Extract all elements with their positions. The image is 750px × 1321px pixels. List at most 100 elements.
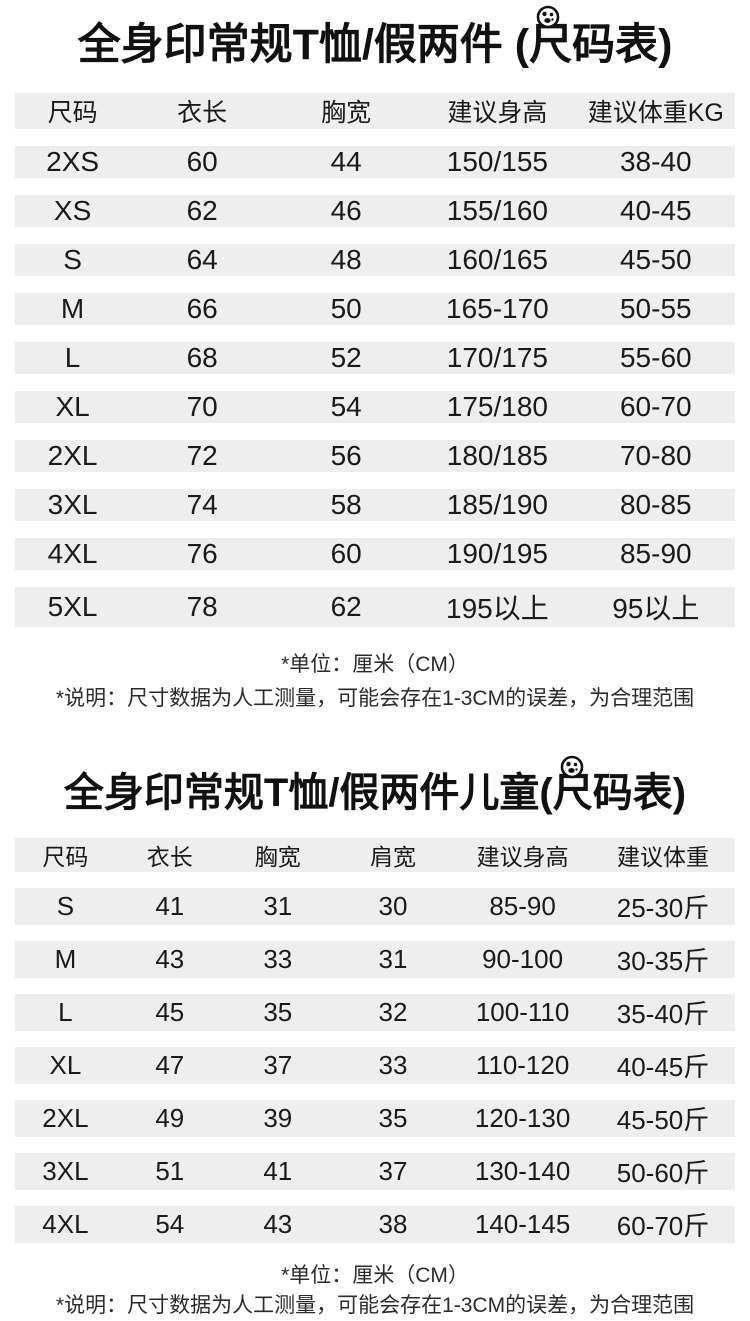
cell: 45-50斤 <box>590 1100 735 1137</box>
cell: 80-85 <box>576 489 735 521</box>
adult-unit-note: *单位：厘米（CM） <box>281 653 469 676</box>
cell: 85-90 <box>576 538 735 570</box>
cell: 3XL <box>15 489 131 521</box>
table-row: M 43 33 31 90-100 30-35斤 <box>15 941 735 978</box>
cell: 46 <box>274 195 419 227</box>
adult-title-post: 码表) <box>572 21 673 69</box>
cell: 160/165 <box>418 244 577 276</box>
cell: 40-45 <box>576 195 735 227</box>
cell: 190/195 <box>418 538 577 570</box>
cell: 70 <box>130 391 275 423</box>
cell: 70-80 <box>576 440 735 472</box>
cell: 43 <box>223 1206 332 1243</box>
cell: 35-40斤 <box>590 994 735 1031</box>
adult-size-table: 尺码 衣长 胸宽 建议身高 建议体重KG 2XS 60 44 150/155 38-40 XS 62 4… <box>15 76 735 644</box>
adult-disclaimer-note: *说明：尺寸数据为人工测量，可能会存在1-3CM的误差，为合理范围 <box>55 687 695 710</box>
kids-unit-note: *单位：厘米（CM） <box>281 1264 469 1287</box>
table-row: 2XS 60 44 150/155 38-40 <box>15 146 735 178</box>
cell: 68 <box>130 342 275 374</box>
cell: 35 <box>223 994 332 1031</box>
cell: 56 <box>274 440 419 472</box>
table-row: 4XL 54 43 38 140-145 60-70斤 <box>15 1206 735 1243</box>
adult-title-badge-char: 尺 <box>529 21 573 69</box>
cell: 55-60 <box>576 342 735 374</box>
table-row: 2XL 72 56 180/185 70-80 <box>15 440 735 472</box>
column-header: 建议身高 <box>454 838 591 872</box>
cell: 66 <box>130 293 275 325</box>
cell: M <box>15 293 131 325</box>
table-row: S 64 48 160/165 45-50 <box>15 244 735 276</box>
cell: 2XL <box>15 1100 116 1137</box>
title-char-with-badge: 尺 <box>552 755 593 822</box>
cell: 40-45斤 <box>590 1047 735 1084</box>
cell: 2XS <box>15 146 131 178</box>
column-header: 建议体重KG <box>576 93 735 129</box>
kids-title-badge-char: 尺 <box>552 771 593 815</box>
kids-title-post: 码表) <box>592 771 687 815</box>
cell: 72 <box>130 440 275 472</box>
cell: 31 <box>331 941 455 978</box>
cell: 31 <box>223 888 332 925</box>
cell: 2XL <box>15 440 131 472</box>
cell: 165-170 <box>418 293 577 325</box>
cell: 38-40 <box>576 146 735 178</box>
cell: 4XL <box>15 1206 116 1243</box>
cell: 120-130 <box>454 1100 591 1137</box>
cell: 44 <box>274 146 419 178</box>
cell: 185/190 <box>418 489 577 521</box>
column-header: 胸宽 <box>274 93 419 129</box>
kids-size-chart-title: 全身印常规T恤/假两件儿童(尺 码表) <box>0 755 750 822</box>
cell: 76 <box>130 538 275 570</box>
cell: 49 <box>115 1100 224 1137</box>
cell: 45 <box>115 994 224 1031</box>
cell: 52 <box>274 342 419 374</box>
header-row: 尺码 衣长 胸宽 肩宽 建议身高 建议体重 <box>15 838 735 872</box>
kids-title-pre: 全身印常规T恤/假两件儿童( <box>63 771 553 815</box>
cell: 60-70 <box>576 391 735 423</box>
cell: 47 <box>115 1047 224 1084</box>
table-row: S 41 31 30 85-90 25-30斤 <box>15 888 735 925</box>
cell: XL <box>15 1047 116 1084</box>
cell: 110-120 <box>454 1047 591 1084</box>
column-header: 胸宽 <box>223 838 332 872</box>
cell: XL <box>15 391 131 423</box>
cell: L <box>15 342 131 374</box>
kids-size-table: 尺码 衣长 胸宽 肩宽 建议身高 建议体重 S 41 31 30 85-90 25-30斤 M 43 33 3… <box>15 822 735 1259</box>
cell: XS <box>15 195 131 227</box>
cell: S <box>15 244 131 276</box>
cell: 39 <box>223 1100 332 1137</box>
cell: 37 <box>331 1153 455 1190</box>
column-header: 建议身高 <box>418 93 577 129</box>
table-row: 4XL 76 60 190/195 85-90 <box>15 538 735 570</box>
table-row: 3XL 74 58 185/190 80-85 <box>15 489 735 521</box>
column-header: 肩宽 <box>331 838 455 872</box>
cell: 33 <box>223 941 332 978</box>
cell: 62 <box>130 195 275 227</box>
cell: 38 <box>331 1206 455 1243</box>
cell: 50-60斤 <box>590 1153 735 1190</box>
cell: 33 <box>331 1047 455 1084</box>
cell: S <box>15 888 116 925</box>
table-row: L 45 35 32 100-110 35-40斤 <box>15 994 735 1031</box>
column-header: 尺码 <box>15 838 116 872</box>
cell: 51 <box>115 1153 224 1190</box>
table-row: L 68 52 170/175 55-60 <box>15 342 735 374</box>
cell: 25-30斤 <box>590 888 735 925</box>
cell: 41 <box>115 888 224 925</box>
cell: 85-90 <box>454 888 591 925</box>
cell: 45-50 <box>576 244 735 276</box>
cell: 48 <box>274 244 419 276</box>
cell: 170/175 <box>418 342 577 374</box>
cell: 50 <box>274 293 419 325</box>
cell: 41 <box>223 1153 332 1190</box>
cell: L <box>15 994 116 1031</box>
kids-disclaimer-note: *说明：尺寸数据为人工测量，可能会存在1-3CM的误差，为合理范围 <box>55 1294 695 1317</box>
cell: 60 <box>274 538 419 570</box>
adult-title-pre: 全身印常规T恤/假两件 ( <box>77 21 530 69</box>
table-row: 2XL 49 39 35 120-130 45-50斤 <box>15 1100 735 1137</box>
table-row: 3XL 51 41 37 130-140 50-60斤 <box>15 1153 735 1190</box>
column-header: 衣长 <box>130 93 275 129</box>
cell: 130-140 <box>454 1153 591 1190</box>
column-header: 衣长 <box>115 838 224 872</box>
cell: 100-110 <box>454 994 591 1031</box>
